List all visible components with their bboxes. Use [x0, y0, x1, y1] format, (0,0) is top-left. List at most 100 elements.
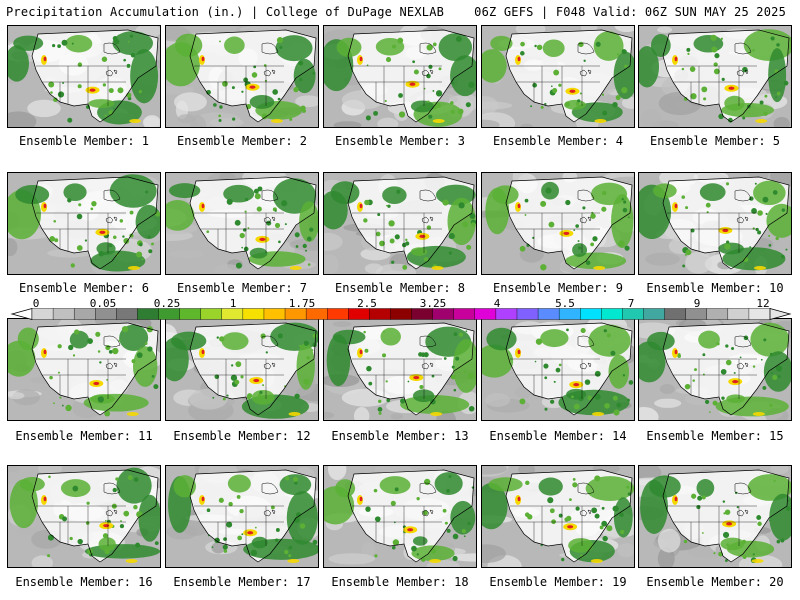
colorbar-swatch [664, 308, 687, 320]
colorbar-tick-label: 1 [229, 297, 237, 310]
coastline-outline [189, 322, 317, 416]
colorbar-swatch [474, 308, 497, 320]
coastline-outline [505, 176, 633, 270]
map-panel-svg [639, 173, 791, 274]
political-borders [667, 505, 757, 546]
map-panel-member-13 [323, 318, 477, 421]
coastline-outline [31, 29, 159, 123]
map-panel-svg [8, 26, 160, 127]
colorbar-max-arrow [769, 308, 792, 320]
colorbar-swatch [242, 308, 265, 320]
map-panel-svg [8, 173, 160, 274]
colorbar-swatch [221, 308, 244, 320]
panel-caption: Ensemble Member: 3 [334, 134, 466, 148]
map-panel-svg [639, 26, 791, 127]
map-panel-member-16 [7, 465, 161, 568]
political-borders [194, 212, 284, 253]
colorbar-swatch [305, 308, 328, 320]
political-borders [36, 65, 126, 106]
colorbar-swatch [516, 308, 539, 320]
panel-caption: Ensemble Member: 10 [646, 281, 784, 295]
map-panel-svg [166, 466, 318, 567]
coastline-outline [31, 469, 159, 563]
map-panel-member-17 [165, 465, 319, 568]
map-panel-member-6 [7, 172, 161, 275]
panel-caption: Ensemble Member: 11 [15, 429, 153, 443]
panel-caption: Ensemble Member: 17 [173, 575, 311, 589]
colorbar-labels: 0 0.05 0.25 1 1.75 2.5 3.25 4 5.5 7 9 12 [0, 297, 800, 310]
political-borders [352, 358, 442, 399]
map-panel-member-4 [481, 25, 635, 128]
political-borders [36, 212, 126, 253]
panel-caption: Ensemble Member: 1 [18, 134, 150, 148]
political-borders [510, 65, 600, 106]
panel-caption: Ensemble Member: 18 [331, 575, 469, 589]
map-panel-svg [482, 26, 634, 127]
map-panel-svg [166, 173, 318, 274]
colorbar-swatch [706, 308, 729, 320]
panel-caption: Ensemble Member: 5 [649, 134, 781, 148]
coastline-outline [505, 469, 633, 563]
map-panel-member-9 [481, 172, 635, 275]
colorbar-swatch [495, 308, 518, 320]
colorbar-tick-label: 7 [627, 297, 635, 310]
coastline-outline [505, 322, 633, 416]
colorbar-swatch [158, 308, 181, 320]
chart-title: Precipitation Accumulation (in.) | Colle… [6, 5, 445, 19]
political-borders [667, 65, 757, 106]
colorbar-tick-label: 9 [693, 297, 701, 310]
colorbar-swatch [137, 308, 160, 320]
political-borders [667, 358, 757, 399]
panel-caption: Ensemble Member: 14 [489, 429, 627, 443]
map-panel-svg [482, 173, 634, 274]
colorbar-swatch [453, 308, 476, 320]
panel-caption: Ensemble Member: 20 [646, 575, 784, 589]
coastline-outline [31, 322, 159, 416]
colorbar-swatch [179, 308, 202, 320]
colorbar-swatch [116, 308, 138, 320]
map-panel-member-5 [638, 25, 792, 128]
colorbar-tick-label: 2.5 [357, 297, 377, 310]
panel-caption: Ensemble Member: 2 [176, 134, 308, 148]
political-borders [194, 358, 284, 399]
panel-caption: Ensemble Member: 4 [492, 134, 624, 148]
map-panel-svg [8, 319, 160, 420]
colorbar-tick-label: 1.75 [288, 297, 316, 310]
colorbar-swatch [558, 308, 581, 320]
colorbar-swatch [601, 308, 623, 320]
political-borders [194, 505, 284, 546]
map-panel-member-10 [638, 172, 792, 275]
colorbar-min-arrow [10, 308, 33, 320]
map-panel-member-14 [481, 318, 635, 421]
coastline-outline [662, 176, 790, 270]
coastline-outline [347, 176, 475, 270]
colorbar-swatch [200, 308, 223, 320]
map-panel-member-11 [7, 318, 161, 421]
political-borders [352, 212, 442, 253]
map-panel-member-12 [165, 318, 319, 421]
panel-caption: Ensemble Member: 6 [18, 281, 150, 295]
map-panel-member-18 [323, 465, 477, 568]
map-panel-svg [166, 319, 318, 420]
colorbar-tick-label: 0 [32, 297, 40, 310]
political-borders [352, 65, 442, 106]
panel-caption: Ensemble Member: 7 [176, 281, 308, 295]
map-panel-member-2 [165, 25, 319, 128]
map-panel-member-20 [638, 465, 792, 568]
map-panel-svg [324, 466, 476, 567]
colorbar-swatch [348, 308, 370, 320]
panel-caption: Ensemble Member: 8 [334, 281, 466, 295]
precipitation-colorbar [10, 308, 792, 320]
political-borders [36, 505, 126, 546]
political-borders [667, 212, 757, 253]
colorbar-swatch [727, 308, 750, 320]
political-borders [510, 212, 600, 253]
map-panel-svg [324, 26, 476, 127]
panel-caption: Ensemble Member: 16 [15, 575, 153, 589]
panel-caption: Ensemble Member: 15 [646, 429, 784, 443]
colorbar-tick-label: 3.25 [419, 297, 447, 310]
map-panel-svg [8, 466, 160, 567]
political-borders [510, 358, 600, 399]
colorbar-swatch [31, 308, 54, 320]
coastline-outline [189, 469, 317, 563]
